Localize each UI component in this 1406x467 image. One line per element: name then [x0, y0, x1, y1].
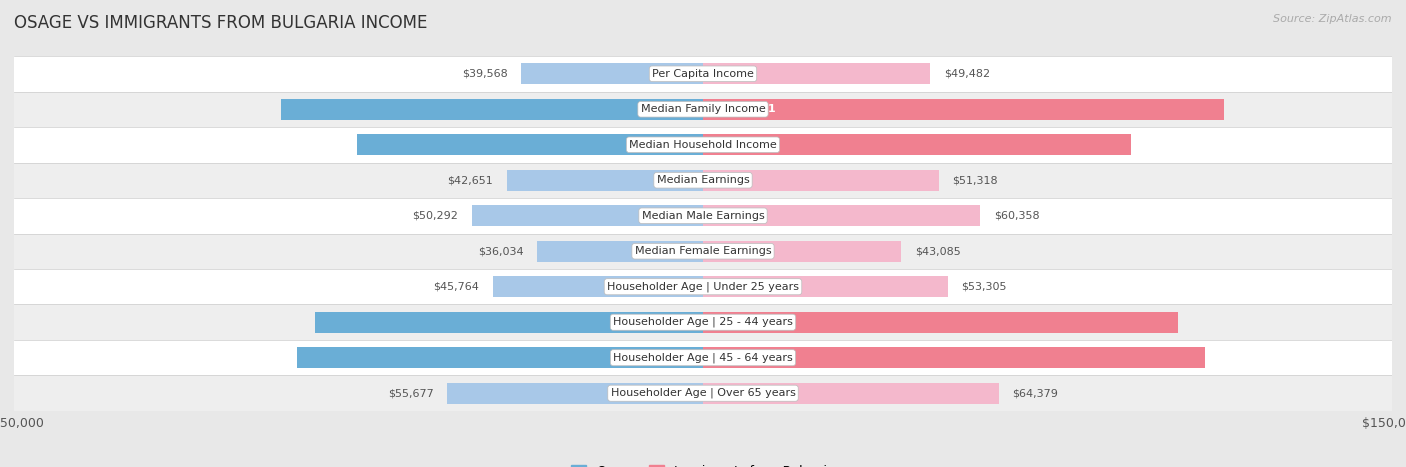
Text: $64,379: $64,379 — [1012, 388, 1059, 398]
Bar — [494, 276, 703, 297]
Bar — [14, 269, 1392, 304]
Bar — [14, 92, 1392, 127]
Bar — [703, 311, 1178, 333]
Bar — [703, 276, 948, 297]
Text: $93,148: $93,148 — [717, 140, 768, 150]
Text: Median Household Income: Median Household Income — [628, 140, 778, 150]
Text: Per Capita Income: Per Capita Income — [652, 69, 754, 79]
Bar — [703, 134, 1130, 156]
Text: $103,423: $103,423 — [717, 317, 775, 327]
Bar — [703, 382, 998, 404]
Text: $51,318: $51,318 — [952, 175, 998, 185]
Bar — [14, 234, 1392, 269]
Bar — [14, 163, 1392, 198]
Bar — [508, 170, 703, 191]
Bar — [14, 304, 1392, 340]
Bar — [14, 198, 1392, 234]
Bar — [297, 347, 703, 368]
Text: $60,358: $60,358 — [994, 211, 1039, 221]
Text: $45,764: $45,764 — [433, 282, 479, 292]
Bar — [14, 375, 1392, 411]
Text: OSAGE VS IMMIGRANTS FROM BULGARIA INCOME: OSAGE VS IMMIGRANTS FROM BULGARIA INCOME — [14, 14, 427, 32]
Bar — [472, 205, 703, 226]
Text: Source: ZipAtlas.com: Source: ZipAtlas.com — [1274, 14, 1392, 24]
Bar — [357, 134, 703, 156]
Bar — [703, 205, 980, 226]
Text: $55,677: $55,677 — [388, 388, 433, 398]
Text: Householder Age | 45 - 64 years: Householder Age | 45 - 64 years — [613, 353, 793, 363]
Bar — [522, 63, 703, 85]
Text: $84,461: $84,461 — [638, 317, 689, 327]
Text: Householder Age | Over 65 years: Householder Age | Over 65 years — [610, 388, 796, 398]
Text: $43,085: $43,085 — [915, 246, 960, 256]
Text: Median Female Earnings: Median Female Earnings — [634, 246, 772, 256]
Text: $91,926: $91,926 — [638, 104, 689, 114]
Text: Median Family Income: Median Family Income — [641, 104, 765, 114]
Text: $36,034: $36,034 — [478, 246, 523, 256]
Text: Median Male Earnings: Median Male Earnings — [641, 211, 765, 221]
Text: $39,568: $39,568 — [461, 69, 508, 79]
Text: $75,240: $75,240 — [638, 140, 689, 150]
Bar — [14, 56, 1392, 92]
Bar — [14, 127, 1392, 163]
Text: $42,651: $42,651 — [447, 175, 494, 185]
Bar — [281, 99, 703, 120]
Bar — [703, 99, 1225, 120]
Text: $49,482: $49,482 — [943, 69, 990, 79]
Bar — [703, 170, 939, 191]
Text: Householder Age | Under 25 years: Householder Age | Under 25 years — [607, 282, 799, 292]
Text: Median Earnings: Median Earnings — [657, 175, 749, 185]
Bar — [14, 340, 1392, 375]
Bar — [315, 311, 703, 333]
Bar — [447, 382, 703, 404]
Text: $53,305: $53,305 — [962, 282, 1007, 292]
Text: Householder Age | 25 - 44 years: Householder Age | 25 - 44 years — [613, 317, 793, 327]
Text: $109,379: $109,379 — [717, 353, 775, 363]
Text: $113,461: $113,461 — [717, 104, 775, 114]
Text: $50,292: $50,292 — [412, 211, 458, 221]
Bar — [703, 347, 1205, 368]
Legend: Osage, Immigrants from Bulgaria: Osage, Immigrants from Bulgaria — [567, 460, 839, 467]
Bar — [537, 241, 703, 262]
Text: $88,390: $88,390 — [638, 353, 689, 363]
Bar — [703, 63, 931, 85]
Bar — [703, 241, 901, 262]
